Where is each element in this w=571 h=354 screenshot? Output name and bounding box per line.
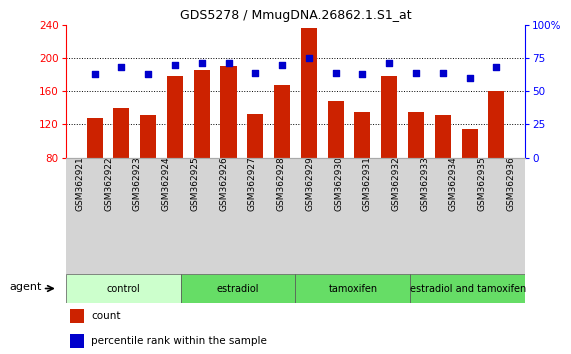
Bar	[408, 112, 424, 158]
Point	[385, 61, 394, 66]
Point	[358, 71, 367, 77]
Bar	[435, 115, 451, 158]
Text: count: count	[91, 311, 120, 321]
Bar	[247, 114, 263, 158]
Bar	[461, 129, 477, 158]
Bar	[381, 76, 397, 158]
Bar	[488, 91, 504, 158]
Point	[143, 71, 152, 77]
Bar	[220, 66, 236, 158]
Bar	[66, 274, 180, 303]
Title: GDS5278 / MmugDNA.26862.1.S1_at: GDS5278 / MmugDNA.26862.1.S1_at	[180, 9, 411, 22]
Bar	[87, 118, 103, 158]
Bar	[114, 108, 130, 158]
Text: estradiol and tamoxifen: estradiol and tamoxifen	[410, 284, 526, 293]
Point	[331, 70, 340, 75]
Bar	[355, 112, 371, 158]
Bar	[194, 70, 210, 158]
Bar	[140, 115, 156, 158]
Bar	[167, 76, 183, 158]
Point	[197, 61, 206, 66]
Bar	[301, 28, 317, 158]
Text: tamoxifen: tamoxifen	[328, 284, 377, 293]
Point	[304, 55, 313, 61]
Bar	[70, 309, 84, 323]
Point	[117, 64, 126, 70]
Text: percentile rank within the sample: percentile rank within the sample	[91, 336, 267, 346]
Point	[492, 64, 501, 70]
Text: estradiol: estradiol	[217, 284, 259, 293]
Text: control: control	[106, 284, 140, 293]
Bar	[70, 334, 84, 348]
Bar	[180, 274, 296, 303]
Text: agent: agent	[10, 282, 42, 292]
Point	[465, 75, 474, 81]
Bar	[411, 274, 525, 303]
Point	[412, 70, 421, 75]
Point	[224, 61, 233, 66]
Point	[90, 71, 99, 77]
Bar	[328, 101, 344, 158]
Point	[278, 62, 287, 67]
Point	[170, 62, 179, 67]
Point	[439, 70, 448, 75]
Point	[251, 70, 260, 75]
Bar	[296, 274, 411, 303]
Bar	[274, 85, 290, 158]
